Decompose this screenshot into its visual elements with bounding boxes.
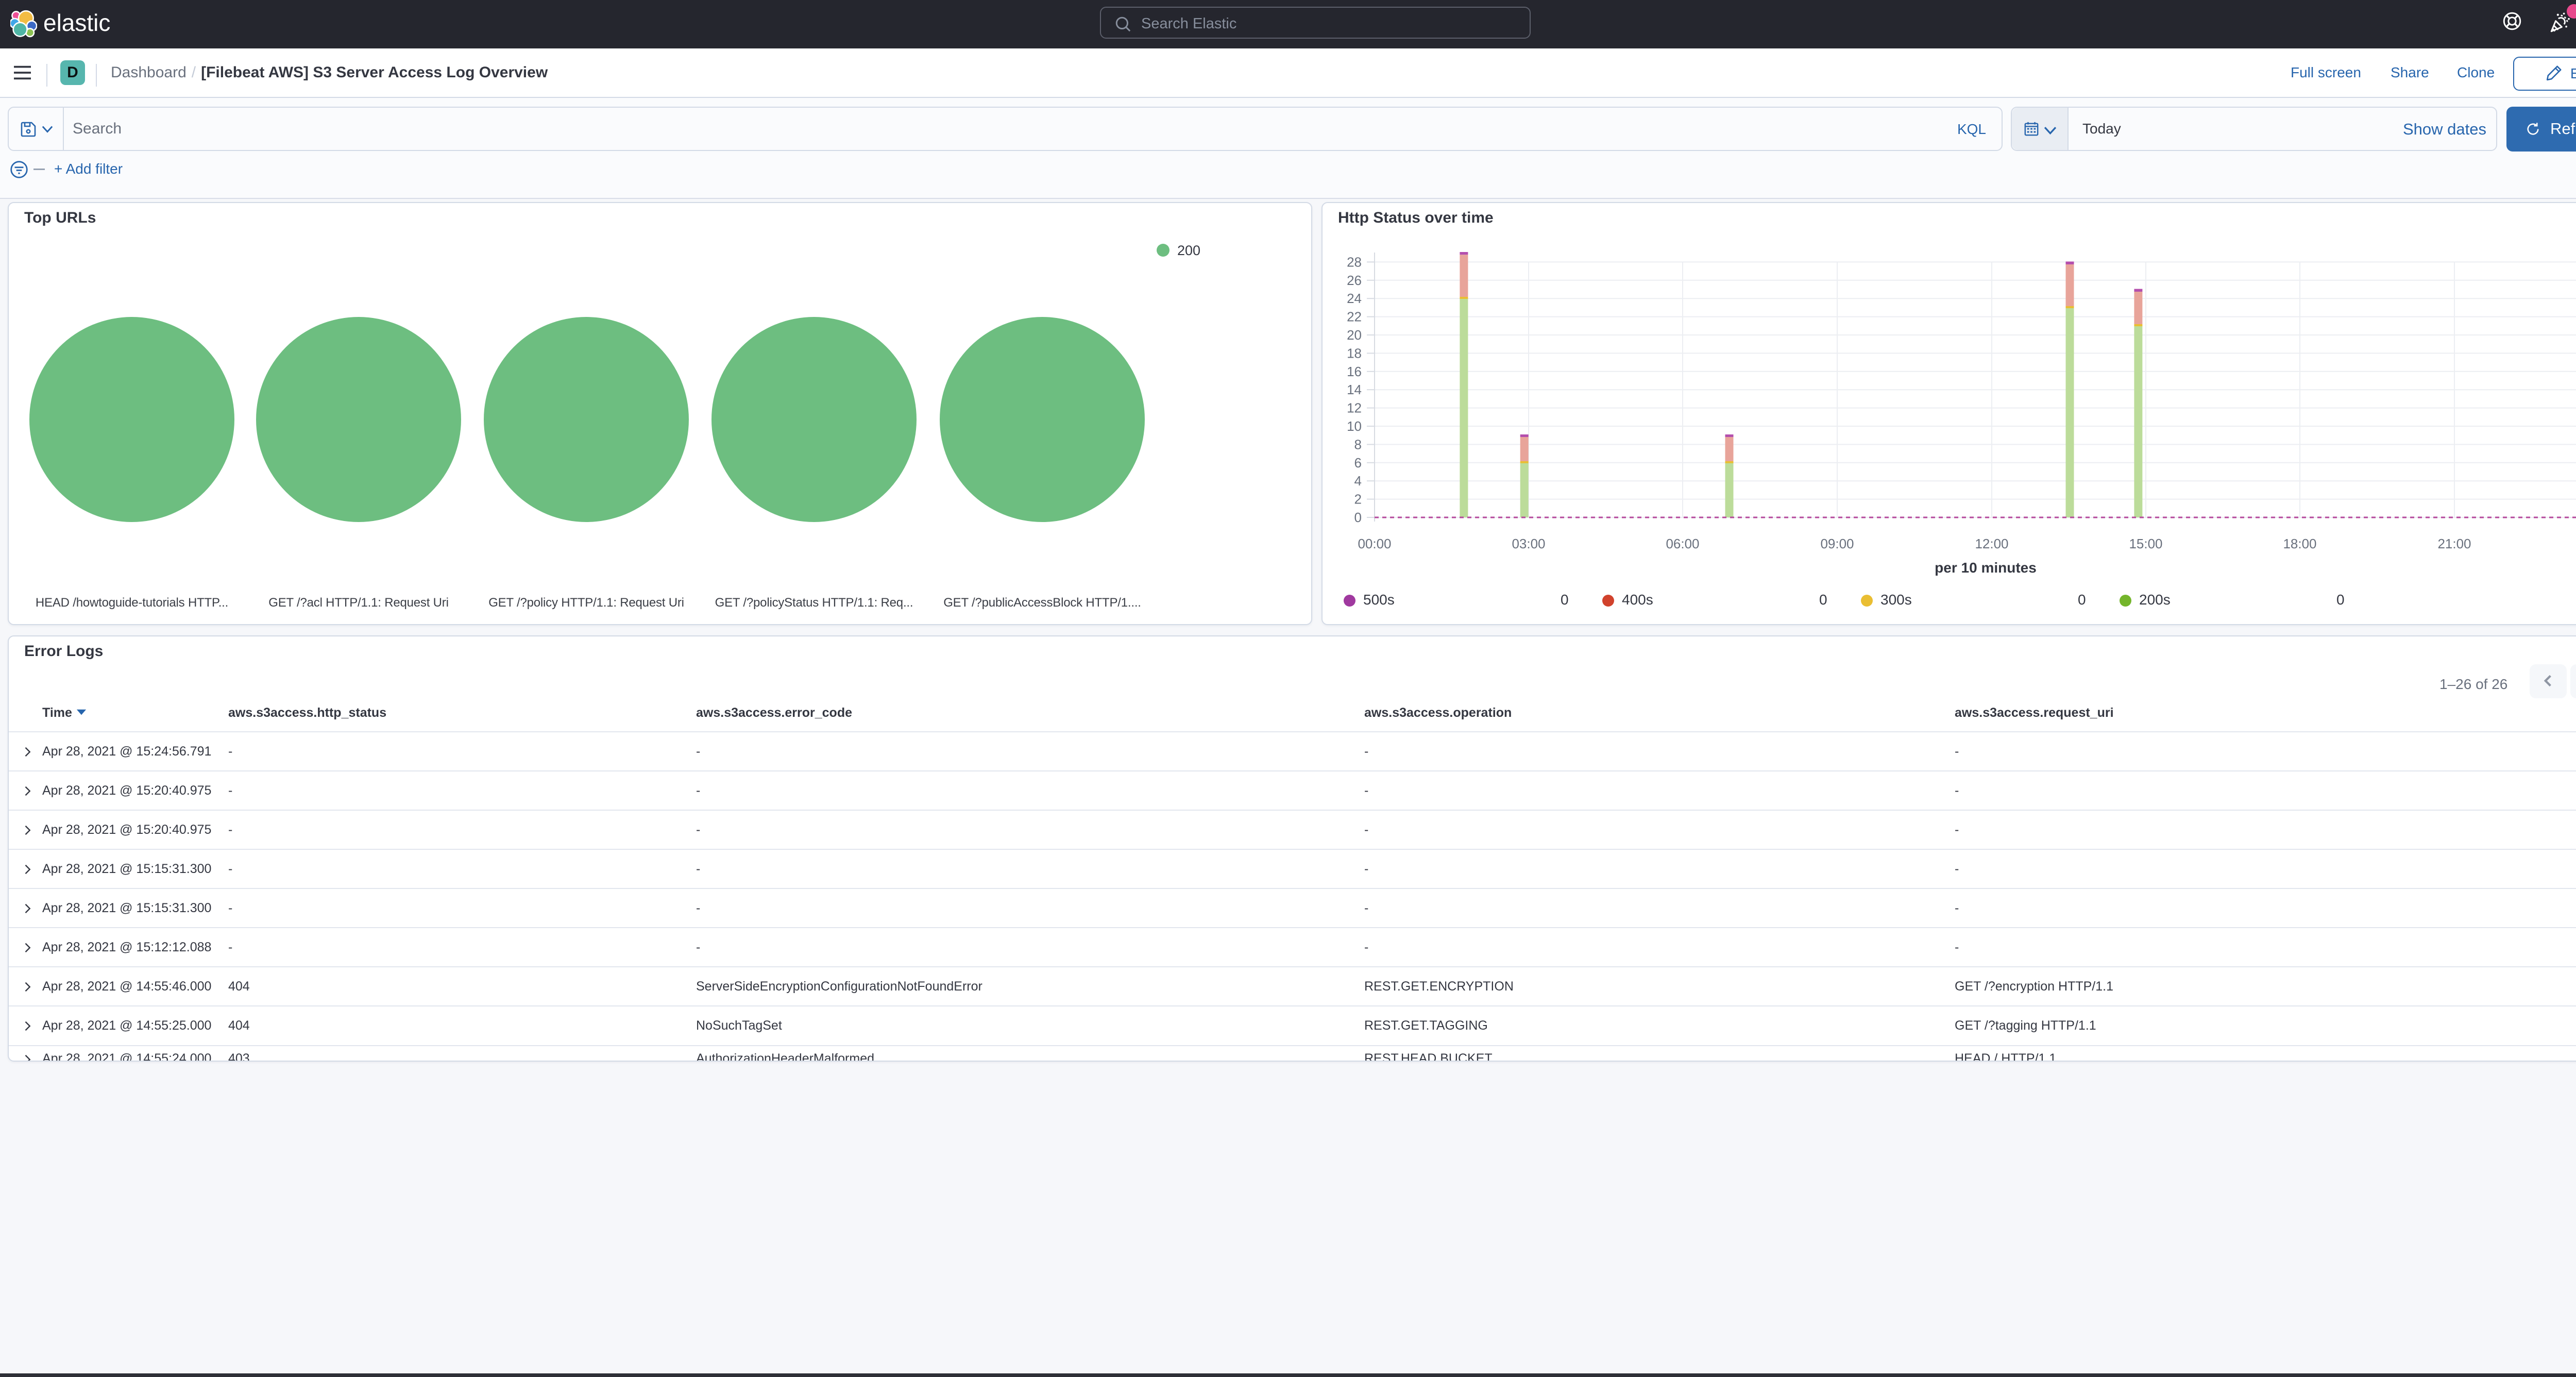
- svg-text:24: 24: [1347, 291, 1362, 306]
- svg-text:8: 8: [1354, 436, 1362, 452]
- svg-text:2: 2: [1354, 492, 1362, 507]
- svg-text:28: 28: [1347, 254, 1362, 270]
- svg-text:14: 14: [1347, 382, 1362, 397]
- svg-text:09:00: 09:00: [1820, 536, 1854, 551]
- svg-text:18:00: 18:00: [2283, 536, 2316, 551]
- svg-text:06:00: 06:00: [1666, 536, 1699, 551]
- svg-text:00:00: 00:00: [1358, 536, 1391, 551]
- svg-text:15:00: 15:00: [2129, 536, 2162, 551]
- svg-text:26: 26: [1347, 273, 1362, 288]
- svg-text:4: 4: [1354, 473, 1362, 489]
- svg-text:22: 22: [1347, 309, 1362, 325]
- svg-text:16: 16: [1347, 364, 1362, 379]
- svg-text:03:00: 03:00: [1512, 536, 1545, 551]
- svg-text:18: 18: [1347, 345, 1362, 361]
- svg-text:20: 20: [1347, 327, 1362, 343]
- svg-text:per 10 minutes: per 10 minutes: [1935, 560, 2037, 576]
- svg-text:10: 10: [1347, 418, 1362, 434]
- svg-text:0: 0: [1354, 510, 1362, 525]
- svg-text:12:00: 12:00: [1975, 536, 2008, 551]
- svg-text:6: 6: [1354, 455, 1362, 471]
- svg-text:12: 12: [1347, 400, 1362, 416]
- svg-text:21:00: 21:00: [2437, 536, 2471, 551]
